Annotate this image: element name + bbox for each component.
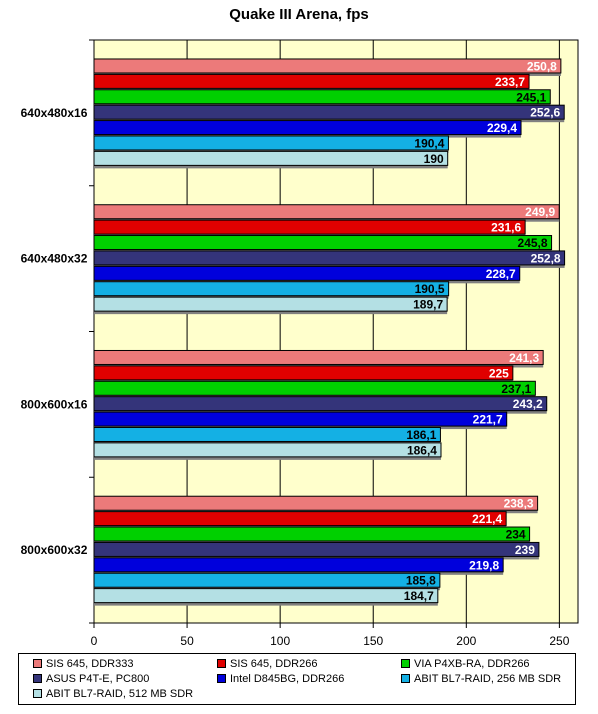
legend-swatch [401, 673, 410, 683]
bar [93, 265, 521, 281]
data-label: 189,7 [413, 298, 443, 312]
bar [93, 495, 539, 511]
legend-item: VIA P4XB-RA, DDR266 [401, 657, 530, 671]
data-label: 245,1 [516, 90, 546, 104]
bar [93, 426, 441, 442]
data-label: 243,2 [513, 397, 543, 411]
data-label: 252,6 [530, 106, 560, 120]
bar [93, 588, 439, 604]
data-label: 219,8 [469, 558, 499, 572]
bar [93, 104, 565, 120]
legend-swatch [33, 688, 42, 698]
data-label: 221,7 [473, 413, 503, 427]
data-label: 249,9 [525, 205, 555, 219]
legend-swatch [217, 658, 226, 668]
data-label: 237,1 [501, 382, 531, 396]
legend-label: ABIT BL7-RAID, 512 MB SDR [46, 688, 194, 700]
legend-label: VIA P4XB-RA, DDR266 [414, 658, 530, 670]
bar [93, 365, 514, 381]
bar [93, 572, 441, 588]
bar [93, 411, 508, 427]
data-label: 228,7 [486, 267, 516, 281]
bar [93, 281, 450, 297]
chart-title: Quake III Arena, fps [229, 6, 369, 23]
legend: SIS 645, DDR333 SIS 645, DDR266 VIA P4XB-R… [18, 653, 576, 705]
legend-swatch [217, 673, 226, 683]
legend-item: ABIT BL7-RAID, 256 MB SDR [401, 672, 561, 686]
x-tick-label: 0 [91, 634, 98, 648]
legend-label: Intel D845BG, DDR266 [230, 673, 345, 685]
data-label: 238,3 [504, 497, 534, 511]
bar [93, 250, 566, 266]
bar [93, 120, 522, 136]
bar [93, 526, 531, 542]
bar [93, 235, 553, 251]
data-label: 190,5 [415, 282, 445, 296]
data-label: 239 [515, 543, 535, 557]
x-tick-label: 50 [180, 634, 194, 648]
bar [93, 204, 560, 220]
legend-swatch [33, 673, 42, 683]
category-label: 800x600x16 [21, 397, 88, 411]
legend-swatch [33, 658, 42, 668]
data-label: 231,6 [491, 221, 521, 235]
data-label: 190,4 [414, 136, 444, 150]
data-label: 234 [506, 528, 526, 542]
data-label: 190 [424, 152, 444, 166]
data-label: 233,7 [495, 75, 525, 89]
legend-item: ASUS P4T-E, PC800 [33, 672, 149, 686]
bar [93, 219, 526, 235]
bar [93, 135, 449, 151]
bar [93, 442, 442, 458]
data-label: 185,8 [406, 574, 436, 588]
bar [93, 58, 562, 74]
bar-chart: 0 50 100 150 200 250 640x480x16 250,8233,7245,1… [21, 39, 579, 648]
legend-label: ABIT BL7-RAID, 256 MB SDR [414, 673, 562, 685]
legend-item: Intel D845BG, DDR266 [217, 672, 344, 686]
category-label: 640x480x16 [21, 106, 88, 120]
category-label: 640x480x32 [21, 252, 88, 266]
bar [93, 73, 530, 89]
legend-label: SIS 645, DDR333 [46, 658, 134, 670]
data-label: 186,4 [407, 443, 437, 457]
data-label: 245,8 [518, 236, 548, 250]
bar [93, 511, 507, 527]
bar [93, 349, 544, 365]
legend-item: SIS 645, DDR266 [217, 657, 317, 671]
category-label: 800x600x32 [21, 543, 88, 557]
legend-item: ABIT BL7-RAID, 512 MB SDR [33, 687, 193, 701]
legend-label: SIS 645, DDR266 [230, 658, 318, 670]
x-tick-label: 200 [456, 634, 476, 648]
x-tick-label: 150 [363, 634, 383, 648]
x-tick-label: 250 [549, 634, 569, 648]
bar [93, 89, 551, 105]
data-label: 221,4 [472, 512, 502, 526]
bar [93, 380, 536, 396]
bar [93, 557, 504, 573]
data-label: 241,3 [509, 351, 539, 365]
x-tick-label: 100 [270, 634, 290, 648]
legend-swatch [401, 658, 410, 668]
legend-label: ASUS P4T-E, PC800 [46, 673, 150, 685]
data-label: 186,1 [406, 428, 436, 442]
data-label: 250,8 [527, 59, 557, 73]
data-label: 225 [489, 366, 509, 380]
bar [93, 150, 449, 166]
data-label: 184,7 [404, 589, 434, 603]
data-label: 229,4 [487, 121, 517, 135]
bar [93, 541, 540, 557]
data-label: 252,8 [531, 251, 561, 265]
bar [93, 396, 548, 412]
bar [93, 296, 448, 312]
legend-item: SIS 645, DDR333 [33, 657, 133, 671]
